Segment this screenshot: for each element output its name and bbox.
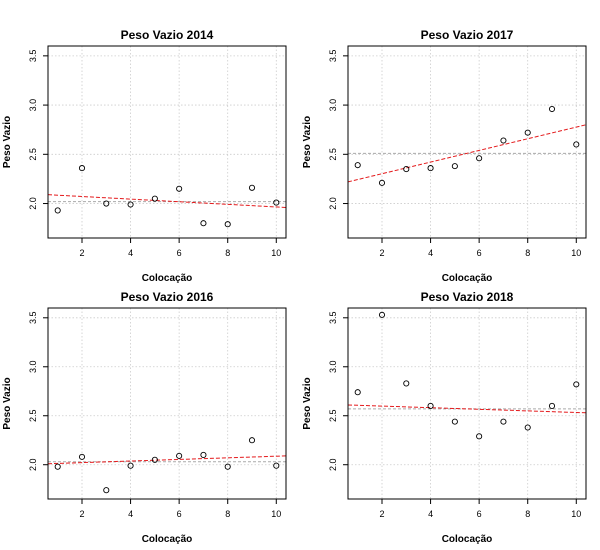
y-tick-label: 3.5 [28, 50, 38, 63]
plot-title: Peso Vazio 2018 [421, 290, 514, 304]
plot-title: Peso Vazio 2017 [421, 28, 514, 42]
x-tick-label: 10 [571, 248, 581, 258]
y-tick-label: 2.0 [28, 458, 38, 471]
y-axis-label: Peso Vazio [302, 377, 313, 429]
data-point [78, 453, 86, 460]
data-point [273, 199, 280, 206]
x-axis-label: Colocação [142, 534, 193, 545]
data-point [78, 165, 86, 172]
y-tick-label: 2.5 [328, 148, 338, 161]
y-tick-label: 3.0 [328, 99, 338, 112]
trend-line [347, 404, 587, 414]
x-tick-label: 8 [525, 509, 530, 519]
data-point [403, 380, 410, 387]
x-tick-label: 4 [128, 248, 133, 258]
x-tick-label: 8 [525, 248, 530, 258]
x-axis-label: Colocação [442, 534, 493, 545]
data-point [103, 200, 110, 207]
data-point [151, 456, 158, 463]
data-point [103, 487, 110, 494]
data-point [451, 163, 458, 170]
data-point [354, 389, 361, 396]
plot-frame [347, 45, 587, 239]
data-point [403, 166, 410, 173]
data-point [524, 129, 531, 136]
data-point [548, 105, 556, 113]
data-point [451, 418, 458, 425]
y-tick-label: 2.0 [28, 197, 38, 210]
data-point [354, 162, 361, 169]
data-point [476, 155, 483, 162]
x-tick-label: 4 [428, 248, 433, 258]
x-tick-label: 10 [271, 509, 281, 519]
y-tick-label: 2.5 [28, 409, 38, 422]
data-point [476, 433, 483, 440]
data-point [176, 452, 183, 459]
y-tick-label: 3.0 [328, 361, 338, 374]
y-tick-label: 3.5 [28, 312, 38, 325]
y-axis-label: Peso Vazio [2, 116, 13, 168]
trend-line [47, 194, 287, 208]
plot-title: Peso Vazio 2016 [121, 290, 214, 304]
x-tick-label: 10 [271, 248, 281, 258]
y-axis-label: Peso Vazio [2, 377, 13, 429]
data-point [427, 402, 434, 409]
x-tick-label: 4 [428, 509, 433, 519]
data-point [378, 311, 386, 318]
x-tick-label: 6 [177, 509, 182, 519]
trend-line [47, 455, 287, 465]
x-axis-label: Colocação [442, 273, 493, 284]
trend-line [347, 124, 587, 183]
x-tick-label: 8 [225, 509, 230, 519]
x-tick-label: 2 [379, 248, 384, 258]
plot-title: Peso Vazio 2014 [121, 28, 214, 42]
y-tick-label: 3.0 [28, 361, 38, 374]
data-point [127, 462, 134, 469]
data-point [224, 463, 231, 470]
y-tick-label: 3.0 [28, 99, 38, 112]
y-tick-label: 2.0 [328, 197, 338, 210]
data-point [224, 221, 231, 228]
data-point [127, 201, 134, 208]
x-tick-label: 6 [177, 248, 182, 258]
data-point [151, 195, 158, 202]
y-tick-label: 3.5 [328, 50, 338, 63]
data-point [427, 165, 434, 172]
data-point [200, 220, 207, 227]
data-point [273, 462, 280, 469]
x-tick-label: 6 [477, 248, 482, 258]
x-tick-label: 2 [79, 509, 84, 519]
y-tick-label: 2.5 [328, 409, 338, 422]
data-point [500, 137, 507, 144]
data-point [200, 451, 207, 458]
data-point [54, 463, 61, 470]
data-point [573, 141, 580, 148]
x-tick-label: 2 [79, 248, 84, 258]
data-point [500, 418, 507, 425]
plot-frame [47, 45, 287, 239]
x-tick-label: 10 [571, 509, 581, 519]
y-tick-label: 2.0 [328, 458, 338, 471]
x-axis-label: Colocação [142, 273, 193, 284]
x-tick-label: 8 [225, 248, 230, 258]
plot-frame [347, 307, 587, 500]
data-point [176, 185, 183, 192]
data-point [248, 184, 256, 191]
data-point [54, 207, 61, 214]
data-point [548, 402, 556, 409]
x-tick-label: 4 [128, 509, 133, 519]
data-point [248, 437, 256, 444]
data-point [378, 179, 386, 186]
y-axis-label: Peso Vazio [302, 116, 313, 168]
plot-frame [47, 307, 287, 500]
x-tick-label: 2 [379, 509, 384, 519]
y-tick-label: 3.5 [328, 312, 338, 325]
y-tick-label: 2.5 [28, 148, 38, 161]
data-point [573, 381, 580, 388]
data-point [524, 424, 531, 431]
x-tick-label: 6 [477, 509, 482, 519]
